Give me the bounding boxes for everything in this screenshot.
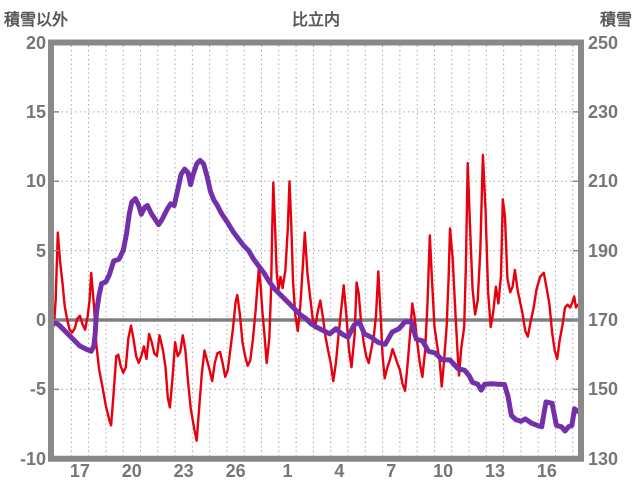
- x-axis-tick: 20: [121, 461, 142, 481]
- right-axis-label: 積雪: [599, 12, 632, 29]
- right-axis-tick: 130: [588, 448, 619, 469]
- plot-frame: [48, 39, 584, 462]
- page-title: 比立内: [291, 12, 340, 29]
- left-axis-tick: -5: [29, 379, 46, 400]
- right-axis-tick: 210: [588, 171, 619, 192]
- left-axis-tick: 20: [25, 32, 46, 53]
- left-axis-tick: 0: [35, 310, 46, 330]
- right-axis-tick: 190: [588, 240, 619, 261]
- right-axis-tick: 250: [588, 32, 619, 53]
- x-axis-tick: 13: [484, 461, 505, 481]
- left-axis-tick: 15: [25, 101, 46, 122]
- left-axis-tick: 10: [25, 171, 46, 192]
- snow-depth-line: [51, 157, 581, 434]
- temperature-line: [52, 153, 580, 442]
- x-axis-tick: 10: [433, 461, 454, 481]
- x-axis-tick: 16: [536, 461, 557, 481]
- left-axis-label: 積雪以外: [4, 12, 69, 29]
- x-axis-tick: 1: [282, 461, 293, 481]
- x-axis-tick: 26: [225, 461, 246, 481]
- right-axis-tick: 150: [588, 379, 619, 400]
- x-axis-tick: 4: [334, 461, 345, 481]
- right-axis-tick: 230: [588, 101, 619, 122]
- x-axis-tick: 23: [173, 461, 194, 481]
- left-axis-tick: -10: [19, 448, 46, 469]
- right-axis-tick: 170: [588, 310, 619, 330]
- x-axis-tick: 7: [386, 461, 397, 481]
- left-axis-tick: 5: [35, 240, 46, 261]
- x-axis-tick: 17: [69, 461, 90, 481]
